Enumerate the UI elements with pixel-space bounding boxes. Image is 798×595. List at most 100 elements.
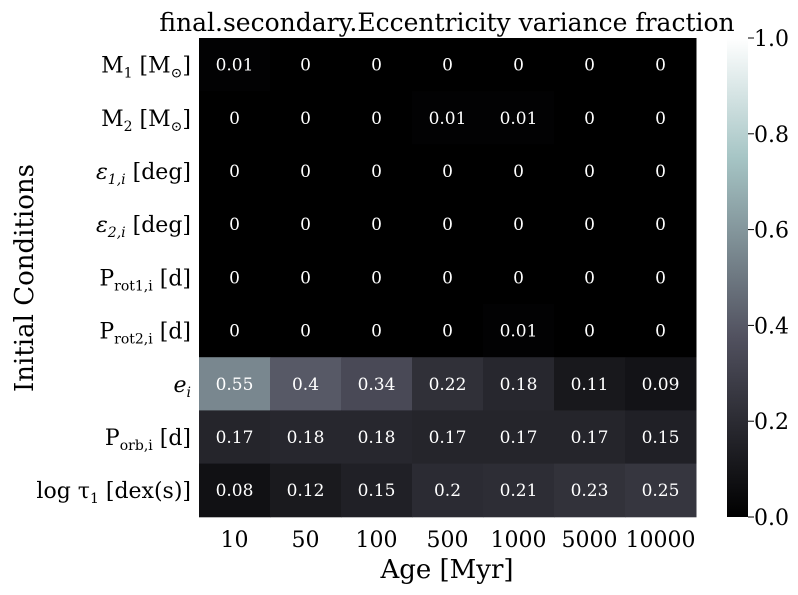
y-tick-label: M2 [M⊙]: [101, 107, 191, 135]
x-tick-label: 50: [292, 528, 320, 553]
heatmap-cell: [199, 38, 271, 92]
cell-value-label: 0: [513, 56, 524, 76]
x-tick-label: 100: [356, 528, 398, 553]
heatmap-cell: [625, 197, 697, 252]
cell-value-label: 0: [300, 109, 311, 129]
heatmap-cell: [412, 410, 484, 465]
cell-value-label: 0: [229, 215, 240, 235]
colorbar-tick-label: 0.6: [754, 219, 789, 244]
cell-value-label: 0.09: [642, 375, 680, 395]
heatmap-cell: [483, 38, 555, 92]
cell-value-label: 0.34: [358, 375, 396, 395]
cell-value-label: 0: [513, 162, 524, 182]
cell-value-label: 0.21: [500, 481, 538, 501]
y-tick-labels: M1 [M⊙] M2 [M⊙] ε1,i [deg] ε2,i [deg] Prot1,…: [36, 54, 191, 508]
cell-value-label: 0.01: [500, 109, 538, 129]
cell-value-label: 0.18: [358, 428, 396, 448]
cell-value-label: 0: [584, 162, 595, 182]
cell-value-label: 0: [513, 268, 524, 288]
cell-value-label: 0: [371, 322, 382, 342]
heatmap-cell: [483, 304, 555, 358]
heatmap-cell: [412, 357, 484, 411]
heatmap-cell: [270, 91, 342, 145]
colorbar: [727, 38, 748, 517]
x-tick-label: 5000: [562, 528, 618, 553]
heatmap-cell: [483, 357, 555, 411]
cell-value-label: 0: [513, 215, 524, 235]
heatmap-cell: [412, 144, 484, 199]
y-axis-title: Initial Conditions: [10, 164, 40, 392]
cell-value-label: 0: [442, 56, 453, 76]
cell-value-label: 0.11: [571, 375, 609, 395]
heatmap-cell: [341, 91, 413, 145]
cell-value-label: 0: [229, 162, 240, 182]
heatmap-cell: [199, 197, 271, 252]
colorbar-ticks: 0.0 0.2 0.4 0.6 0.8 1.0: [748, 27, 789, 531]
heatmap-cell: [270, 38, 342, 92]
heatmap-cell: [199, 463, 271, 518]
cell-value-label: 0.17: [216, 428, 254, 448]
heatmap-cell: [554, 410, 626, 465]
cell-value-label: 0.12: [287, 481, 325, 501]
y-tick-label: Prot2,i [d]: [99, 320, 191, 348]
cell-value-label: 0.18: [287, 428, 325, 448]
cell-value-label: 0: [442, 322, 453, 342]
heatmap-cell: [554, 144, 626, 199]
y-tick-label: ε2,i [deg]: [96, 213, 191, 241]
heatmap-cells: [199, 38, 697, 518]
heatmap-cell: [270, 410, 342, 465]
heatmap-cell: [554, 197, 626, 252]
colorbar-tick-label: 0.8: [754, 123, 789, 148]
cell-value-label: 0.18: [500, 375, 538, 395]
cell-value-label: 0.25: [642, 481, 680, 501]
heatmap-cell: [341, 410, 413, 465]
cell-value-label: 0: [655, 109, 666, 129]
heatmap-cell: [199, 410, 271, 465]
y-tick-label: ε1,i [deg]: [96, 160, 191, 188]
cell-value-label: 0: [371, 268, 382, 288]
heatmap-cell: [412, 91, 484, 145]
heatmap-cell: [412, 197, 484, 252]
heatmap-cell: [412, 38, 484, 92]
heatmap-cell: [625, 144, 697, 199]
heatmap-cell: [341, 144, 413, 199]
heatmap-cell: [412, 304, 484, 358]
x-tick-labels: 10 50 100 500 1000 5000 10000: [221, 528, 696, 553]
heatmap-cell: [270, 197, 342, 252]
chart-title: final.secondary.Eccentricity variance fr…: [159, 8, 734, 37]
heatmap-cell: [270, 304, 342, 358]
cell-value-label: 0: [229, 322, 240, 342]
cell-value-label: 0: [442, 268, 453, 288]
heatmap-cell: [625, 410, 697, 465]
cell-value-label: 0: [371, 56, 382, 76]
heatmap-cell: [199, 91, 271, 145]
colorbar-tick-label: 0.2: [754, 410, 789, 435]
cell-value-label: 0.17: [429, 428, 467, 448]
cell-value-label: 0.01: [216, 56, 254, 76]
heatmap-cell: [199, 144, 271, 199]
heatmap-cell: [341, 250, 413, 305]
x-tick-label: 500: [427, 528, 469, 553]
y-tick-label: Porb,i [d]: [105, 426, 191, 454]
heatmap-cell: [554, 463, 626, 518]
heatmap-cell: [554, 304, 626, 358]
heatmap-cell-labels: 0.01 0 0 0 0 0 0 0 0 0 0.01 0.01 0 0 0 0 0 0 0 0 0 0 0 0 0 0 0 0 0 0 0…: [216, 56, 680, 502]
x-tick-label: 10000: [626, 528, 696, 553]
heatmap-cell: [199, 357, 271, 411]
cell-value-label: 0.01: [500, 322, 538, 342]
x-tick-label: 1000: [491, 528, 547, 553]
colorbar-tick-label: 0.0: [754, 506, 789, 531]
cell-value-label: 0: [229, 268, 240, 288]
heatmap-cell: [341, 463, 413, 518]
cell-value-label: 0: [371, 109, 382, 129]
heatmap-cell: [199, 250, 271, 305]
cell-value-label: 0: [300, 215, 311, 235]
cell-value-label: 0: [371, 162, 382, 182]
cell-value-label: 0: [442, 215, 453, 235]
cell-value-label: 0.2: [434, 481, 461, 501]
cell-value-label: 0: [584, 56, 595, 76]
heatmap-cell: [483, 144, 555, 199]
y-tick-label: Prot1,i [d]: [99, 266, 191, 294]
heatmap-cell: [199, 304, 271, 358]
